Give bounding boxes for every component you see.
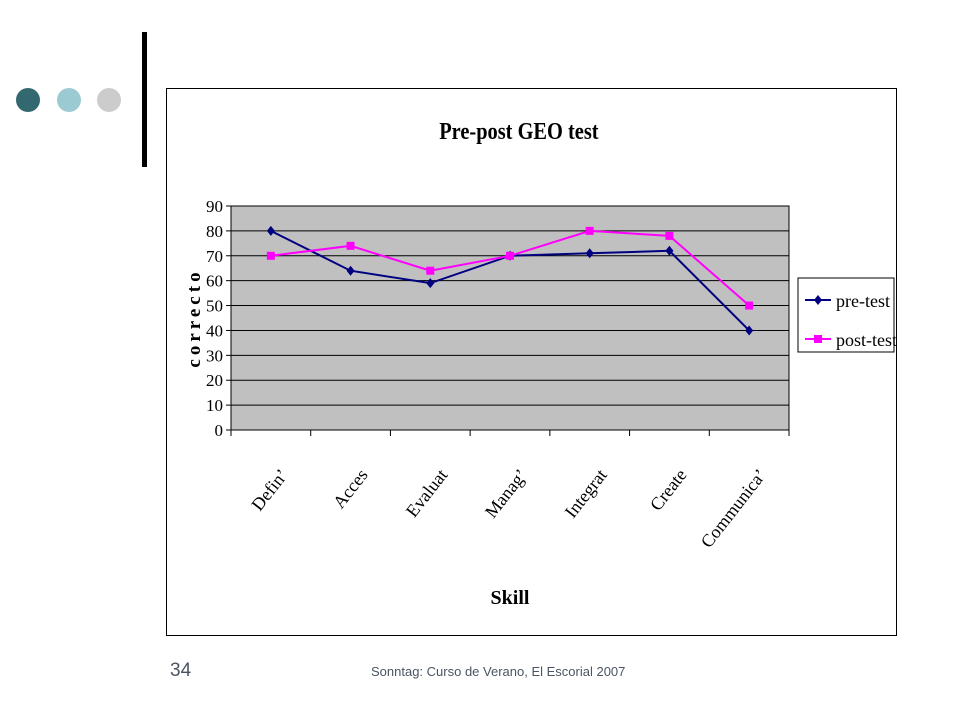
legend-marker-pre-test — [814, 295, 822, 305]
x-tick-label-communicate: Communica’ — [697, 465, 771, 551]
point-post-test-create — [665, 231, 674, 240]
legend: pre-test post-test — [797, 277, 897, 353]
point-post-test-evaluate — [426, 266, 435, 275]
chart-frame: 0 10 20 30 40 50 60 70 80 90 Defin’ Acces Evaluat Ma… — [166, 88, 897, 636]
point-pre-test-define — [266, 225, 275, 236]
point-post-test-manage — [506, 251, 514, 260]
legend-label-pre-test: pre-test — [836, 291, 890, 311]
plot-area — [230, 205, 790, 431]
point-pre-test-communicate — [745, 325, 754, 336]
x-tick-label-define: Defin’ — [247, 465, 292, 514]
y-tick-label-30: 30 — [206, 346, 223, 365]
point-post-test-communicate — [745, 301, 754, 310]
decor-dot-dark — [16, 88, 40, 112]
x-tick-label-evaluate: Evaluat — [402, 465, 452, 521]
y-tick-label-40: 40 — [206, 321, 223, 340]
point-post-test-integrate — [585, 226, 594, 235]
y-tick-label-90: 90 — [206, 197, 223, 216]
y-tick-label-60: 60 — [206, 272, 223, 291]
chart-title: Pre-post GEO test — [439, 117, 599, 144]
x-tick-label-create: Create — [646, 465, 691, 514]
point-pre-test-access — [346, 265, 355, 276]
decor-dot-gray — [97, 88, 121, 112]
y-tick-label-50: 50 — [206, 297, 223, 316]
point-pre-test-integrate — [585, 248, 594, 259]
legend-label-post-test: post-test — [836, 330, 896, 350]
legend-marker-post-test — [814, 335, 822, 343]
x-tick-label-access: Acces — [329, 465, 372, 512]
footer-text: Sonntag: Curso de Verano, El Escorial 20… — [371, 664, 626, 679]
y-tick-label-0: 0 — [215, 421, 224, 440]
point-post-test-access — [346, 241, 355, 250]
y-tick-label-70: 70 — [206, 247, 223, 266]
y-axis-title: correcto — [184, 268, 205, 367]
point-pre-test-create — [665, 245, 674, 256]
y-tick-label-10: 10 — [206, 396, 223, 415]
line-chart: 0 10 20 30 40 50 60 70 80 90 Defin’ Acces Evaluat Ma… — [184, 117, 897, 609]
decor-vertical-bar — [142, 32, 147, 167]
y-tick-label-80: 80 — [206, 222, 223, 241]
page-number: 34 — [170, 660, 192, 681]
x-tick-label-manage: Manag’ — [481, 465, 531, 521]
x-tick-label-integrate: Integrat — [561, 465, 611, 521]
x-axis-title: Skill — [491, 587, 530, 609]
y-tick-label-20: 20 — [206, 371, 223, 390]
decor-dot-light — [57, 88, 81, 112]
point-post-test-define — [266, 251, 275, 260]
point-pre-test-evaluate — [426, 278, 435, 289]
